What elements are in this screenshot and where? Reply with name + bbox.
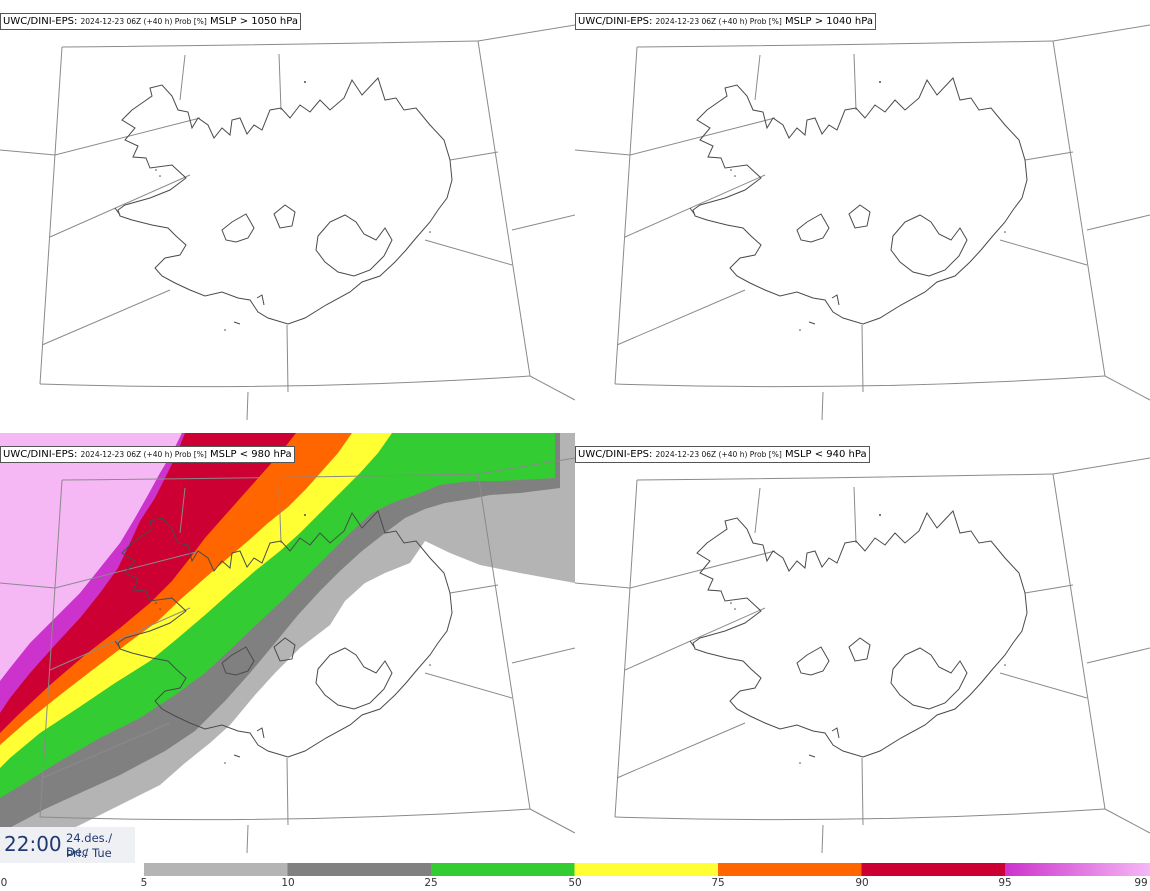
map-basemap — [575, 24, 1150, 420]
valid-time: 22:00 — [4, 832, 62, 856]
valid-time-box: 22:00 24.des./ Dec Þri./ Tue — [0, 827, 135, 863]
prob-field-white-hole — [418, 545, 436, 573]
run-info: 2024-12-23 06Z (+40 h) Prob [%] — [80, 450, 207, 459]
threshold-label: MSLP < 940 hPa — [784, 449, 867, 460]
run-info: 2024-12-23 06Z (+40 h) Prob [%] — [80, 17, 207, 26]
colorbar-bin-75-90 — [718, 863, 862, 876]
map-panel-mslp-lt-980: UWC/DINI-EPS: 2024-12-23 06Z (+40 h) Pro… — [0, 433, 575, 853]
threshold-label: MSLP > 1040 hPa — [784, 16, 873, 27]
model-name: UWC/DINI-EPS — [3, 16, 74, 27]
threshold-label: MSLP < 980 hPa — [209, 449, 292, 460]
valid-date: 24.des./ Dec — [66, 831, 113, 859]
colorbar-bin-25-50 — [431, 863, 575, 876]
map-basemap — [0, 433, 575, 853]
run-info: 2024-12-23 06Z (+40 h) Prob [%] — [655, 450, 782, 459]
model-name: UWC/DINI-EPS — [578, 16, 649, 27]
colorbar-tick: 75 — [711, 877, 725, 889]
probability-field — [0, 433, 575, 853]
colorbar-tick: 25 — [424, 877, 438, 889]
colorbar-bin-95-100 — [1005, 863, 1150, 876]
colorbar-bin-5-10 — [144, 863, 288, 876]
model-name: UWC/DINI-EPS — [3, 449, 74, 460]
colorbar-bin-90-95 — [861, 863, 1006, 876]
panel-title: UWC/DINI-EPS: 2024-12-23 06Z (+40 h) Pro… — [0, 13, 301, 30]
model-name: UWC/DINI-EPS — [578, 449, 649, 460]
run-info: 2024-12-23 06Z (+40 h) Prob [%] — [655, 17, 782, 26]
colorbar-tick: 99 — [1134, 877, 1148, 889]
map-panel-mslp-gt-1040: UWC/DINI-EPS: 2024-12-23 06Z (+40 h) Pro… — [575, 0, 1150, 420]
panel-title: UWC/DINI-EPS: 2024-12-23 06Z (+40 h) Pro… — [575, 13, 876, 30]
colorbar-bin-50-75 — [574, 863, 719, 876]
colorbar-tick: 50 — [568, 877, 582, 889]
panel-title: UWC/DINI-EPS: 2024-12-23 06Z (+40 h) Pro… — [575, 446, 870, 463]
prob-band-99-100 — [0, 433, 182, 693]
threshold-label: MSLP > 1050 hPa — [209, 16, 298, 27]
map-panel-mslp-gt-1050: UWC/DINI-EPS: 2024-12-23 06Z (+40 h) Pro… — [0, 0, 575, 420]
map-basemap — [0, 24, 575, 420]
probability-colorbar — [144, 863, 1150, 876]
map-panel-mslp-lt-940: UWC/DINI-EPS: 2024-12-23 06Z (+40 h) Pro… — [575, 433, 1150, 853]
colorbar-bin-10-25 — [287, 863, 432, 876]
colorbar-tick: 90 — [855, 877, 869, 889]
valid-weekday: Þri./ Tue — [66, 846, 112, 860]
map-basemap — [575, 457, 1150, 853]
panel-title: UWC/DINI-EPS: 2024-12-23 06Z (+40 h) Pro… — [0, 446, 295, 463]
colorbar-tick: 95 — [998, 877, 1012, 889]
colorbar-tick: 0 — [0, 877, 8, 889]
colorbar-tick: 10 — [281, 877, 295, 889]
colorbar-tick: 5 — [140, 877, 148, 889]
